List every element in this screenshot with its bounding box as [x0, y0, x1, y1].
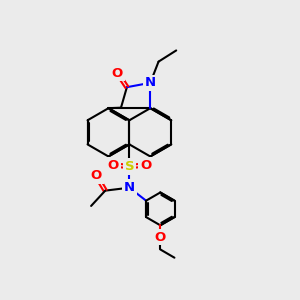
- Text: N: N: [124, 181, 135, 194]
- Text: N: N: [145, 76, 156, 89]
- Text: O: O: [108, 158, 119, 172]
- Text: S: S: [124, 160, 134, 173]
- Text: O: O: [155, 231, 166, 244]
- Text: O: O: [91, 169, 102, 182]
- Text: O: O: [112, 67, 123, 80]
- Text: O: O: [140, 158, 151, 172]
